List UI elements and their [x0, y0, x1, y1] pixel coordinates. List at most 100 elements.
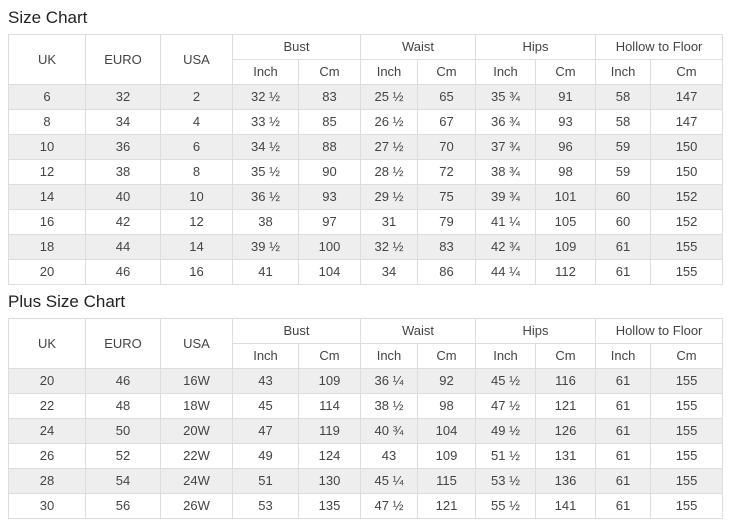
table-cell: 98 — [417, 393, 477, 419]
table-row: 22 48 18W 45 114 38 ½ 98 47 ½ 121 61 155 — [8, 393, 724, 419]
size-chart-title: Size Chart — [8, 8, 88, 27]
table-cell: 34 — [360, 259, 419, 285]
table-cell: 34 — [85, 109, 161, 135]
table-row: 20 46 16 41 104 34 86 44 ¼ 112 61 155 — [8, 259, 724, 285]
table-cell: 83 — [417, 234, 477, 260]
table-cell: 28 ½ — [360, 159, 419, 185]
subcolumn-header-hollow-to-floor-inch: Inch — [595, 59, 652, 85]
header-row-groups: UK EURO USA Bust Waist Hips Hollow to Floor — [8, 318, 724, 369]
table-cell: 43 — [360, 443, 419, 469]
table-cell: 155 — [650, 418, 724, 444]
subcolumn-header-waist-inch: Inch — [360, 59, 419, 85]
table-cell: 8 — [160, 159, 233, 185]
table-row: 28 54 24W 51 130 45 ¼ 115 53 ½ 136 61 155 — [8, 468, 724, 494]
column-header-uk: UK — [8, 318, 86, 369]
table-cell: 147 — [650, 109, 724, 135]
table-cell: 10 — [8, 134, 86, 160]
table-cell: 61 — [595, 234, 652, 260]
table-cell: 60 — [595, 209, 652, 235]
table-cell: 112 — [535, 259, 597, 285]
table-cell: 67 — [417, 109, 477, 135]
table-cell: 20 — [8, 259, 86, 285]
plus-size-chart-section: Plus Size Chart UK EURO USA Bust Waist Hips Ho… — [8, 292, 724, 519]
subcolumn-header-hollow-to-floor-cm: Cm — [650, 59, 724, 85]
subcolumn-header-hips-cm: Cm — [535, 59, 597, 85]
table-cell: 47 ½ — [360, 493, 419, 519]
column-group-header-bust: Bust — [231, 34, 362, 60]
column-header-euro: EURO — [85, 34, 161, 85]
table-cell: 53 — [232, 493, 299, 519]
table-cell: 22 — [8, 393, 86, 419]
table-cell: 45 — [232, 393, 299, 419]
table-cell: 135 — [297, 493, 362, 519]
table-cell: 38 ½ — [360, 393, 419, 419]
table-cell: 16 — [8, 209, 86, 235]
table-cell: 79 — [417, 209, 477, 235]
table-cell: 28 — [8, 468, 86, 494]
subcolumn-header-hips-inch: Inch — [475, 343, 537, 369]
table-row: 20 46 16W 43 109 36 ¼ 92 45 ½ 116 61 155 — [8, 368, 724, 394]
table-cell: 150 — [650, 134, 724, 160]
table-cell: 38 ¾ — [475, 159, 537, 185]
plus-size-chart-table-container: UK EURO USA Bust Waist Hips Hollow to Floor Inc… — [8, 318, 724, 519]
plus-size-chart-table: UK EURO USA Bust Waist Hips Hollow to Floor Inc… — [8, 318, 724, 519]
header-row-units: Inch Cm Inch Cm Inch Cm Inch Cm — [9, 59, 724, 85]
table-cell: 49 ½ — [475, 418, 537, 444]
table-cell: 43 — [232, 368, 299, 394]
table-cell: 44 ¼ — [475, 259, 537, 285]
table-cell: 91 — [535, 84, 597, 110]
table-cell: 100 — [297, 234, 362, 260]
table-cell: 35 ¾ — [475, 84, 537, 110]
table-cell: 45 ¼ — [360, 468, 419, 494]
table-cell: 155 — [650, 368, 724, 394]
table-cell: 30 — [8, 493, 86, 519]
table-cell: 38 — [85, 159, 161, 185]
table-cell: 18W — [160, 393, 233, 419]
table-cell: 93 — [297, 184, 362, 210]
subcolumn-header-bust-cm: Cm — [297, 343, 362, 369]
size-chart-section: Size Chart UK EURO USA Bust Waist Hips Hollow … — [8, 8, 724, 285]
table-cell: 121 — [535, 393, 597, 419]
table-cell: 55 ½ — [475, 493, 537, 519]
table-cell: 58 — [595, 84, 652, 110]
table-cell: 47 — [232, 418, 299, 444]
table-cell: 14 — [8, 184, 86, 210]
table-cell: 12 — [160, 209, 233, 235]
table-cell: 40 — [85, 184, 161, 210]
table-cell: 136 — [535, 468, 597, 494]
table-cell: 114 — [297, 393, 362, 419]
table-cell: 51 — [232, 468, 299, 494]
table-cell: 86 — [417, 259, 477, 285]
column-header-usa: USA — [160, 318, 233, 369]
table-cell: 61 — [595, 493, 652, 519]
table-cell: 49 — [232, 443, 299, 469]
table-cell: 18 — [8, 234, 86, 260]
subcolumn-header-hips-cm: Cm — [535, 343, 597, 369]
table-row: 18 44 14 39 ½ 100 32 ½ 83 42 ¾ 109 61 155 — [8, 234, 724, 260]
subcolumn-header-waist-cm: Cm — [417, 343, 477, 369]
subcolumn-header-hollow-to-floor-cm: Cm — [650, 343, 724, 369]
table-cell: 104 — [417, 418, 477, 444]
table-cell: 155 — [650, 393, 724, 419]
table-cell: 72 — [417, 159, 477, 185]
table-cell: 14 — [160, 234, 233, 260]
table-cell: 85 — [297, 109, 362, 135]
table-cell: 130 — [297, 468, 362, 494]
table-cell: 150 — [650, 159, 724, 185]
column-group-header-hips: Hips — [475, 34, 597, 60]
table-cell: 61 — [595, 468, 652, 494]
table-row: 6 32 2 32 ½ 83 25 ½ 65 35 ¾ 91 58 147 — [8, 84, 724, 110]
table-cell: 36 ¾ — [475, 109, 537, 135]
table-cell: 50 — [85, 418, 161, 444]
column-group-header-bust: Bust — [231, 318, 362, 344]
column-header-euro: EURO — [85, 318, 161, 369]
table-cell: 116 — [535, 368, 597, 394]
table-cell: 32 ½ — [232, 84, 299, 110]
table-cell: 141 — [535, 493, 597, 519]
table-cell: 70 — [417, 134, 477, 160]
table-cell: 36 ¼ — [360, 368, 419, 394]
table-cell: 20W — [160, 418, 233, 444]
table-cell: 59 — [595, 134, 652, 160]
table-cell: 47 ½ — [475, 393, 537, 419]
table-row: 30 56 26W 53 135 47 ½ 121 55 ½ 141 61 155 — [8, 493, 724, 519]
